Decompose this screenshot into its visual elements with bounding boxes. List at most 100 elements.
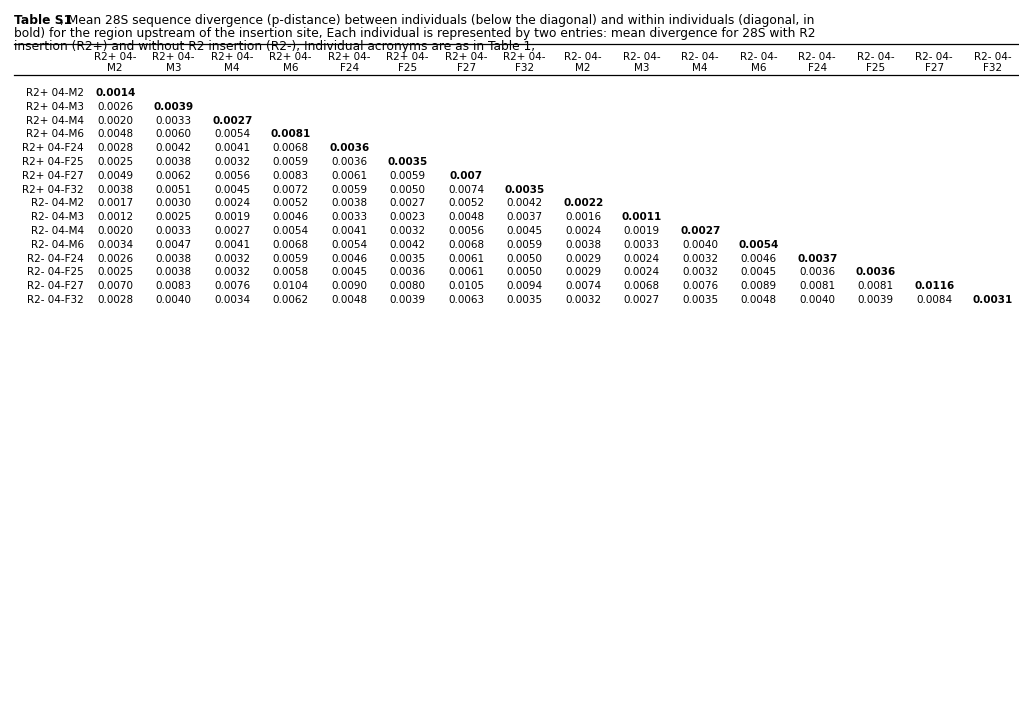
Text: , Mean 28S sequence divergence (p-distance) between individuals (below the diago: , Mean 28S sequence divergence (p-distan… xyxy=(60,14,813,27)
Text: R2- 04-M3: R2- 04-M3 xyxy=(31,212,84,222)
Text: R2- 04-: R2- 04- xyxy=(681,52,718,62)
Text: R2+ 04-M4: R2+ 04-M4 xyxy=(25,116,84,125)
Text: 0.0056: 0.0056 xyxy=(214,171,250,181)
Text: 0.0024: 0.0024 xyxy=(214,199,250,208)
Text: 0.0033: 0.0033 xyxy=(331,212,367,222)
Text: 0.0054: 0.0054 xyxy=(272,226,309,236)
Text: bold) for the region upstream of the insertion site, Each individual is represen: bold) for the region upstream of the ins… xyxy=(14,27,815,40)
Text: R2+ 04-F25: R2+ 04-F25 xyxy=(22,157,84,167)
Text: 0.0046: 0.0046 xyxy=(740,253,776,264)
Text: 0.0032: 0.0032 xyxy=(565,295,601,305)
Text: 0.0063: 0.0063 xyxy=(447,295,484,305)
Text: 0.0054: 0.0054 xyxy=(738,240,779,250)
Text: 0.0051: 0.0051 xyxy=(156,184,192,194)
Text: 0.0041: 0.0041 xyxy=(331,226,367,236)
Text: 0.0058: 0.0058 xyxy=(272,267,309,277)
Text: 0.0037: 0.0037 xyxy=(506,212,542,222)
Text: 0.0034: 0.0034 xyxy=(97,240,133,250)
Text: 0.0040: 0.0040 xyxy=(156,295,192,305)
Text: 0.0039: 0.0039 xyxy=(857,295,893,305)
Text: R2+ 04-: R2+ 04- xyxy=(386,52,429,62)
Text: 0.0025: 0.0025 xyxy=(156,212,192,222)
Text: R2- 04-: R2- 04- xyxy=(623,52,660,62)
Text: 0.0080: 0.0080 xyxy=(389,282,425,291)
Text: 0.0035: 0.0035 xyxy=(504,184,544,194)
Text: 0.0035: 0.0035 xyxy=(506,295,542,305)
Text: F32: F32 xyxy=(982,63,1002,73)
Text: 0.0046: 0.0046 xyxy=(331,253,367,264)
Text: 0.0035: 0.0035 xyxy=(387,157,427,167)
Text: 0.0090: 0.0090 xyxy=(331,282,367,291)
Text: 0.0116: 0.0116 xyxy=(913,282,954,291)
Text: 0.0072: 0.0072 xyxy=(272,184,309,194)
Text: 0.0068: 0.0068 xyxy=(447,240,484,250)
Text: 0.0033: 0.0033 xyxy=(156,226,192,236)
Text: 0.0016: 0.0016 xyxy=(565,212,601,222)
Text: 0.0054: 0.0054 xyxy=(331,240,367,250)
Text: R2+ 04-: R2+ 04- xyxy=(94,52,137,62)
Text: 0.0038: 0.0038 xyxy=(97,184,133,194)
Text: M6: M6 xyxy=(750,63,765,73)
Text: 0.0035: 0.0035 xyxy=(682,295,717,305)
Text: 0.0027: 0.0027 xyxy=(623,295,659,305)
Text: 0.0020: 0.0020 xyxy=(97,226,133,236)
Text: 0.0081: 0.0081 xyxy=(857,282,893,291)
Text: 0.0052: 0.0052 xyxy=(447,199,484,208)
Text: 0.0012: 0.0012 xyxy=(97,212,133,222)
Text: 0.0068: 0.0068 xyxy=(623,282,659,291)
Text: 0.0045: 0.0045 xyxy=(506,226,542,236)
Text: 0.0045: 0.0045 xyxy=(214,184,250,194)
Text: 0.0026: 0.0026 xyxy=(97,253,133,264)
Text: 0.0083: 0.0083 xyxy=(272,171,309,181)
Text: 0.0038: 0.0038 xyxy=(156,267,192,277)
Text: 0.0025: 0.0025 xyxy=(97,157,133,167)
Text: 0.0031: 0.0031 xyxy=(972,295,1012,305)
Text: 0.0061: 0.0061 xyxy=(331,171,367,181)
Text: 0.0070: 0.0070 xyxy=(97,282,133,291)
Text: R2+ 04-: R2+ 04- xyxy=(503,52,545,62)
Text: 0.0081: 0.0081 xyxy=(799,282,835,291)
Text: 0.0076: 0.0076 xyxy=(214,282,250,291)
Text: 0.0036: 0.0036 xyxy=(389,267,425,277)
Text: R2+ 04-: R2+ 04- xyxy=(211,52,254,62)
Text: R2- 04-F25: R2- 04-F25 xyxy=(28,267,84,277)
Text: 0.0062: 0.0062 xyxy=(156,171,192,181)
Text: 0.0048: 0.0048 xyxy=(331,295,367,305)
Text: R2- 04-M6: R2- 04-M6 xyxy=(31,240,84,250)
Text: M2: M2 xyxy=(107,63,123,73)
Text: 0.0023: 0.0023 xyxy=(389,212,425,222)
Text: 0.0046: 0.0046 xyxy=(272,212,309,222)
Text: 0.0068: 0.0068 xyxy=(272,143,309,153)
Text: 0.0059: 0.0059 xyxy=(272,253,309,264)
Text: 0.0068: 0.0068 xyxy=(272,240,309,250)
Text: 0.0036: 0.0036 xyxy=(331,157,367,167)
Text: 0.0042: 0.0042 xyxy=(506,199,542,208)
Text: 0.0025: 0.0025 xyxy=(97,267,133,277)
Text: 0.0040: 0.0040 xyxy=(682,240,717,250)
Text: Table S1: Table S1 xyxy=(14,14,72,27)
Text: 0.0032: 0.0032 xyxy=(214,267,250,277)
Text: 0.0054: 0.0054 xyxy=(214,130,250,140)
Text: 0.0038: 0.0038 xyxy=(156,253,192,264)
Text: R2- 04-F27: R2- 04-F27 xyxy=(28,282,84,291)
Text: M4: M4 xyxy=(224,63,239,73)
Text: 0.0042: 0.0042 xyxy=(389,240,425,250)
Text: 0.0038: 0.0038 xyxy=(156,157,192,167)
Text: 0.0022: 0.0022 xyxy=(562,199,603,208)
Text: 0.0059: 0.0059 xyxy=(506,240,542,250)
Text: 0.0033: 0.0033 xyxy=(156,116,192,125)
Text: 0.0059: 0.0059 xyxy=(389,171,425,181)
Text: 0.0032: 0.0032 xyxy=(389,226,425,236)
Text: 0.0040: 0.0040 xyxy=(799,295,835,305)
Text: 0.0048: 0.0048 xyxy=(740,295,776,305)
Text: 0.0019: 0.0019 xyxy=(214,212,250,222)
Text: 0.0059: 0.0059 xyxy=(331,184,367,194)
Text: 0.007: 0.007 xyxy=(449,171,482,181)
Text: 0.0033: 0.0033 xyxy=(623,240,659,250)
Text: 0.0042: 0.0042 xyxy=(156,143,192,153)
Text: 0.0027: 0.0027 xyxy=(680,226,719,236)
Text: 0.0027: 0.0027 xyxy=(389,199,425,208)
Text: 0.0061: 0.0061 xyxy=(447,267,484,277)
Text: 0.0027: 0.0027 xyxy=(214,226,250,236)
Text: R2+ 04-F32: R2+ 04-F32 xyxy=(22,184,84,194)
